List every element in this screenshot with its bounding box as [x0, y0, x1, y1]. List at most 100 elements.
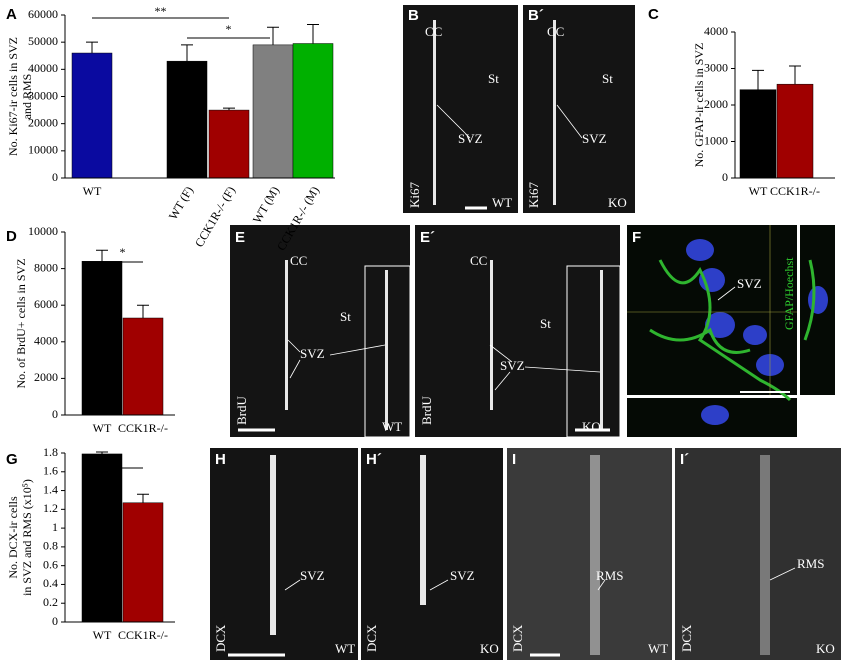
micrograph — [230, 225, 410, 437]
y-tick-label: 30000 — [28, 88, 58, 102]
x-tick-label: CCK1R-/- — [770, 184, 820, 198]
bar — [739, 89, 777, 179]
region-label: CC — [290, 253, 307, 268]
x-tick-label: CCK1R-/- — [118, 421, 168, 435]
y-tick-label: 2000 — [34, 370, 58, 384]
x-tick-label: CCK1R-/- — [118, 628, 168, 642]
axes — [734, 32, 835, 179]
genotype-label: WT — [382, 419, 402, 434]
genotype-label: WT — [492, 195, 512, 210]
error-bar — [789, 65, 801, 85]
y-tick-label: 1.6 — [43, 464, 58, 478]
error-bar — [137, 493, 149, 503]
error-bar — [181, 44, 193, 62]
panel-label: F — [632, 229, 641, 246]
y-tick-label: 0 — [52, 407, 58, 421]
genotype-label: KO — [582, 419, 601, 434]
bar — [166, 60, 208, 179]
panel-label: B — [408, 7, 419, 24]
region-label: RMS — [596, 568, 623, 583]
panel-label: I´ — [680, 451, 689, 468]
genotype-label: WT — [335, 641, 355, 656]
y-tick-label: 1.2 — [43, 501, 58, 515]
y-tick-label: 4000 — [34, 334, 58, 348]
bar — [122, 502, 164, 623]
y-tick-label: 0.2 — [43, 595, 58, 609]
y-tick-label: 0 — [52, 614, 58, 628]
region-label: SVZ — [500, 358, 525, 373]
y-tick-label: 20000 — [28, 115, 58, 129]
y-axis-label: and RMS — [20, 74, 34, 120]
region-label: St — [340, 309, 351, 324]
error-bar — [752, 69, 764, 90]
pointer-lines — [284, 104, 796, 591]
bar — [292, 43, 334, 179]
region-label: SVZ — [737, 276, 762, 291]
y-tick-label: 0 — [52, 170, 58, 184]
stain-label: DCX — [510, 624, 525, 652]
region-label: RMS — [797, 556, 824, 571]
significance-label: * — [226, 22, 232, 36]
y-tick-label: 10000 — [28, 224, 58, 238]
axes — [64, 453, 175, 623]
error-bar — [96, 249, 108, 262]
y-axis-label: in SVZ and RMS (x10⁵) — [20, 479, 34, 596]
stain-label: BrdU — [234, 396, 249, 426]
y-tick-label: 50000 — [28, 34, 58, 48]
y-axis-label: No. of BrdU+ cells in SVZ — [14, 258, 28, 388]
panel-label: A — [6, 6, 17, 23]
panel-label: H´ — [366, 451, 382, 468]
y-tick-label: 0.4 — [43, 576, 58, 590]
bar — [252, 44, 294, 179]
genotype-label: KO — [608, 195, 627, 210]
y-tick-label: 8000 — [34, 260, 58, 274]
x-tick-label: WT — [749, 184, 768, 198]
stain-label: DCX — [213, 624, 228, 652]
significance-label: * — [111, 451, 117, 465]
region-label: SVZ — [458, 131, 483, 146]
x-tick-label: WT — [93, 628, 112, 642]
y-tick-label: 1.8 — [43, 445, 58, 459]
scale-bars — [228, 206, 790, 657]
y-axis-label: No. GFAP-ir cells in SVZ — [692, 43, 706, 168]
bar — [122, 317, 164, 416]
stain-label: GFAP/Hoechst — [782, 257, 796, 330]
stain-label: Ki67 — [407, 182, 422, 209]
x-tick-label: WT — [93, 421, 112, 435]
panel-label: G — [6, 451, 18, 468]
genotype-label: KO — [480, 641, 499, 656]
micrograph — [361, 448, 503, 660]
stain-label: BrdU — [419, 396, 434, 426]
genotype-label: WT — [648, 641, 668, 656]
y-tick-label: 2000 — [704, 97, 728, 111]
y-tick-label: 1000 — [704, 133, 728, 147]
panel-label: E — [235, 229, 245, 246]
y-tick-label: 1 — [52, 520, 58, 534]
x-tick-label: WT (F) — [166, 184, 196, 222]
region-label: St — [488, 71, 499, 86]
stain-label: DCX — [364, 624, 379, 652]
region-label: SVZ — [582, 131, 607, 146]
error-bar — [96, 451, 108, 454]
error-bar — [223, 107, 235, 111]
region-label: CC — [547, 24, 564, 39]
region-label: St — [602, 71, 613, 86]
image-panels: B CC St SVZ Ki67 WT B´ CC St SVZ Ki67 KO… — [210, 5, 841, 660]
micrograph — [507, 448, 672, 660]
stain-label: DCX — [679, 624, 694, 652]
y-tick-label: 6000 — [34, 297, 58, 311]
inset-frame — [566, 265, 621, 438]
genotype-label: KO — [816, 641, 835, 656]
axes — [64, 15, 335, 179]
region-label: St — [540, 316, 551, 331]
y-tick-label: 3000 — [704, 60, 728, 74]
panel-label: C — [648, 6, 659, 23]
y-tick-label: 40000 — [28, 61, 58, 75]
y-axis-label: No. Ki67-ir cells in SVZ — [6, 37, 20, 156]
error-bar — [86, 41, 98, 54]
bar — [776, 83, 814, 179]
y-tick-label: 60000 — [28, 7, 58, 21]
axes — [64, 232, 175, 416]
error-bar — [137, 304, 149, 319]
